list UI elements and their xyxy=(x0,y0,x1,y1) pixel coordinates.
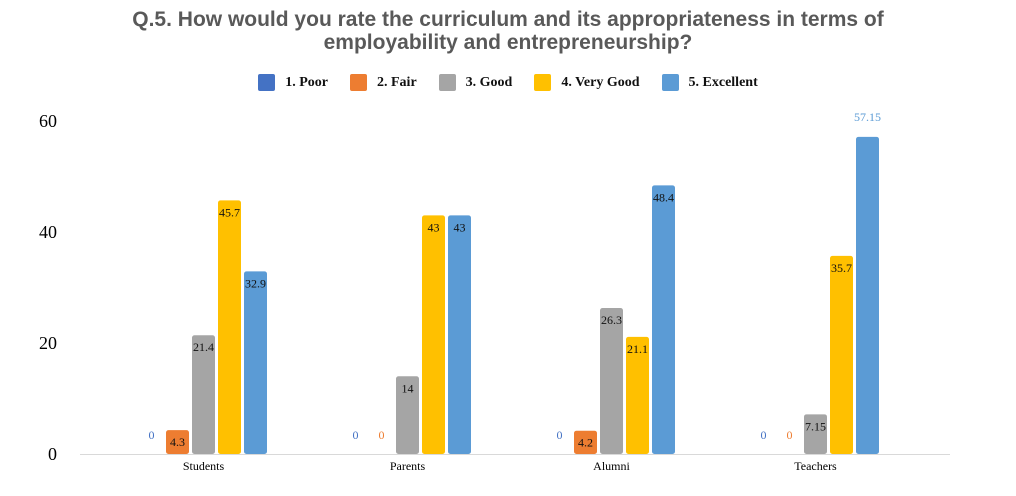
legend-label-2: 2. Fair xyxy=(377,74,417,90)
y-tick-label: 60 xyxy=(39,111,57,131)
bar xyxy=(856,136,879,454)
legend-swatch-2 xyxy=(350,74,367,91)
legend-swatch-1 xyxy=(258,74,276,91)
bar xyxy=(422,215,445,454)
data-label: 43 xyxy=(428,220,440,234)
bar xyxy=(600,308,623,454)
data-label: 45.7 xyxy=(219,205,240,219)
data-label: 0 xyxy=(761,428,767,442)
bar xyxy=(396,376,419,454)
bar xyxy=(166,430,189,454)
bar xyxy=(804,414,827,454)
data-label: 0 xyxy=(353,428,359,442)
x-category-label: Teachers xyxy=(794,459,837,473)
x-category-label: Alumni xyxy=(593,459,630,473)
data-label: 0 xyxy=(379,428,385,442)
y-tick-label: 40 xyxy=(39,222,57,242)
legend-item-4: 4. Very Good xyxy=(534,74,640,91)
chart-title-line-2: employability and entrepreneurship? xyxy=(323,31,693,54)
legend-swatch-5 xyxy=(661,74,679,91)
data-label: 0 xyxy=(787,428,793,442)
data-label: 57.15 xyxy=(854,110,881,124)
legend: 1. Poor 2. Fair 3. Good 4. Very Good 5. Exce… xyxy=(0,74,1016,91)
legend-label-5: 5. Excellent xyxy=(688,74,758,90)
legend-item-3: 3. Good xyxy=(438,74,513,91)
data-label: 48.4 xyxy=(653,190,674,204)
legend-swatch-4 xyxy=(534,74,552,91)
bar xyxy=(652,185,675,454)
data-label: 14 xyxy=(402,381,414,395)
data-label: 26.3 xyxy=(601,313,622,327)
data-label: 43 xyxy=(454,220,466,234)
bar xyxy=(448,215,471,454)
x-category-label: Students xyxy=(183,459,225,473)
y-tick-label: 20 xyxy=(39,333,57,353)
bar xyxy=(192,335,215,454)
data-label: 4.3 xyxy=(170,435,185,449)
legend-label-1: 1. Poor xyxy=(285,74,328,90)
chart-title-line-1: Q.5. How would you rate the curriculum a… xyxy=(132,8,884,31)
legend-swatch-3 xyxy=(438,74,456,91)
bar xyxy=(218,200,241,454)
legend-label-3: 3. Good xyxy=(465,74,513,90)
data-label: 32.9 xyxy=(245,276,266,290)
legend-item-1: 1. Poor xyxy=(258,74,328,91)
bar xyxy=(244,271,267,454)
data-label: 21.1 xyxy=(627,342,648,356)
data-label: 21.4 xyxy=(193,340,214,354)
bar xyxy=(574,430,597,454)
data-label: 35.7 xyxy=(831,261,852,275)
legend-item-2: 2. Fair xyxy=(350,74,417,91)
data-label: 0 xyxy=(149,428,155,442)
chart-title: Q.5. How would you rate the curriculum a… xyxy=(40,8,976,54)
y-tick-label: 0 xyxy=(48,444,57,464)
data-label: 4.2 xyxy=(578,436,593,450)
bar xyxy=(626,336,649,454)
data-label: 7.15 xyxy=(805,419,826,433)
legend-label-4: 4. Very Good xyxy=(561,74,640,90)
data-label: 0 xyxy=(557,428,563,442)
bar xyxy=(830,255,853,454)
legend-item-5: 5. Excellent xyxy=(661,74,758,91)
x-category-label: Parents xyxy=(390,459,426,473)
